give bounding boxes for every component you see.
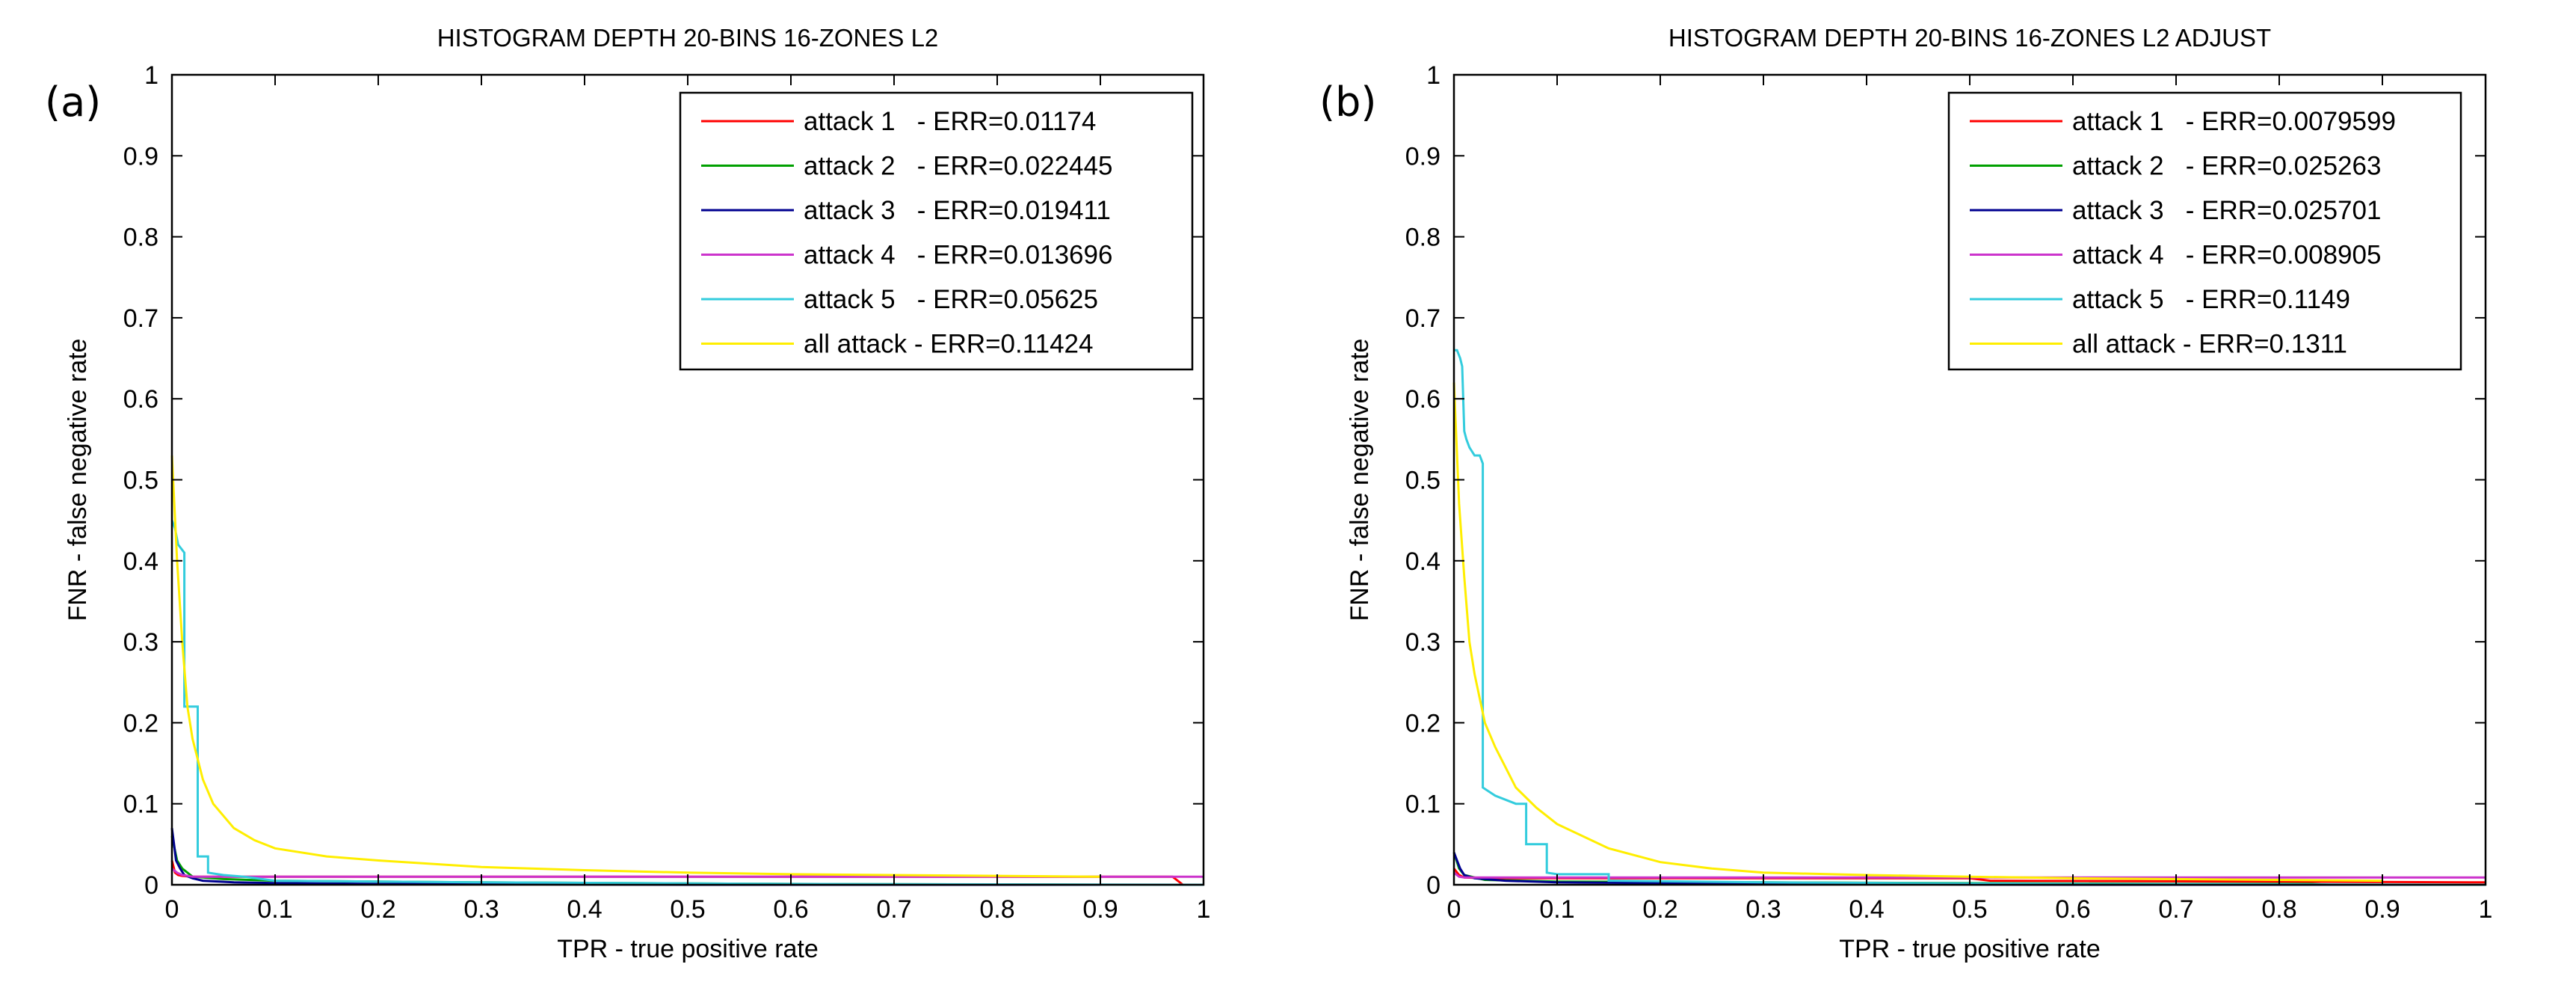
legend: attack 1 - ERR=0.01174 attack 2 - ERR=0.0… <box>679 91 1194 371</box>
x-axis-label: TPR - true positive rate <box>557 935 819 963</box>
x-tick-label: 0.9 <box>1082 895 1118 924</box>
y-tick-label: 1 <box>144 61 158 90</box>
chart-panel-1: (a)HISTOGRAM DEPTH 20-BINS 16-ZONES L20 0… <box>45 24 1210 963</box>
legend-label-5: attack 5 - ERR=0.1149 <box>2072 285 2350 314</box>
x-axis-label: TPR - true positive rate <box>1839 935 2101 963</box>
y-tick-label: 0.8 <box>1405 224 1440 252</box>
y-tick-label: 0.7 <box>1405 304 1440 333</box>
legend-label-1: attack 1 - ERR=0.0079599 <box>2072 107 2396 136</box>
y-tick-label: 0.9 <box>1405 142 1440 171</box>
y-tick-label: 0.9 <box>123 142 158 171</box>
y-tick-label: 0.3 <box>123 628 158 657</box>
chart-panel-2: (b) HISTOGRAM DEPTH 20-BINS 16-ZONES L2 A… <box>1319 24 2492 963</box>
y-tick-label: 0.1 <box>123 791 158 819</box>
y-tick-label: 0.5 <box>123 467 158 495</box>
x-tick-label: 1 <box>2479 895 2493 924</box>
y-tick-label: 0.2 <box>123 709 158 737</box>
panel-label: (b) <box>1319 79 1376 126</box>
legend-label-1: attack 1 - ERR=0.01174 <box>804 107 1096 136</box>
x-tick-label: 1 <box>1197 895 1211 924</box>
legend-box <box>1947 91 2462 371</box>
series-group <box>1452 349 2486 886</box>
legend: attack 1 - ERR=0.0079599 attack 2 - ERR=0… <box>1947 91 2462 371</box>
y-tick-label: 0.6 <box>123 385 158 414</box>
x-tick-label: 0 <box>165 895 179 924</box>
x-tick-label: 0.3 <box>1745 895 1781 924</box>
series-line-6 <box>1452 382 2383 883</box>
y-tick-label: 0.6 <box>1405 385 1440 414</box>
x-tick-label: 0.7 <box>2158 895 2193 924</box>
y-tick-label: 1 <box>1426 61 1440 90</box>
x-tick-label: 0.9 <box>2364 895 2400 924</box>
x-tick-label: 0.8 <box>2261 895 2296 924</box>
panel-label: (a) <box>45 79 101 126</box>
x-tick-label: 0 <box>1447 895 1461 924</box>
legend-label-2: attack 2 - ERR=0.022445 <box>804 152 1112 181</box>
x-tick-label: 0.6 <box>773 895 808 924</box>
y-tick-label: 0.8 <box>123 224 158 252</box>
chart-title: HISTOGRAM DEPTH 20-BINS 16-ZONES L2 <box>437 24 939 52</box>
y-tick-label: 0.1 <box>1405 791 1440 819</box>
y-tick-label: 0.3 <box>1405 628 1440 657</box>
x-tick-label: 0.2 <box>1642 895 1677 924</box>
x-tick-label: 0.4 <box>567 895 602 924</box>
y-tick-label: 0.5 <box>1405 467 1440 495</box>
chart-title: HISTOGRAM DEPTH 20-BINS 16-ZONES L2 ADJU… <box>1668 24 2271 52</box>
legend-label-6: all attack - ERR=0.1311 <box>2072 330 2347 359</box>
series-line-5 <box>1454 349 2486 886</box>
y-tick-label: 0 <box>1426 871 1440 900</box>
y-tick-label: 0.7 <box>123 304 158 333</box>
y-axis-label: FNR - false negative rate <box>64 339 92 622</box>
x-tick-label: 0.1 <box>257 895 292 924</box>
x-tick-label: 0.2 <box>360 895 395 924</box>
legend-label-3: attack 3 - ERR=0.019411 <box>804 196 1111 225</box>
y-axis-label: FNR - false negative rate <box>1346 339 1374 622</box>
series-group <box>170 455 1204 886</box>
x-tick-label: 0.3 <box>463 895 499 924</box>
series-line-5 <box>170 520 1204 886</box>
y-tick-label: 0.2 <box>1405 709 1440 737</box>
legend-label-6: all attack - ERR=0.11424 <box>804 330 1093 359</box>
x-tick-label: 0.1 <box>1539 895 1574 924</box>
legend-label-2: attack 2 - ERR=0.025263 <box>2072 152 2381 181</box>
legend-box <box>679 91 1194 371</box>
y-tick-label: 0 <box>144 871 158 900</box>
x-tick-label: 0.4 <box>1849 895 1884 924</box>
legend-label-3: attack 3 - ERR=0.025701 <box>2072 196 2381 225</box>
x-tick-label: 0.7 <box>876 895 911 924</box>
legend-label-4: attack 4 - ERR=0.013696 <box>804 241 1112 270</box>
y-tick-label: 0.4 <box>123 547 158 576</box>
x-tick-label: 0.5 <box>1952 895 1987 924</box>
x-tick-label: 0.5 <box>670 895 705 924</box>
y-tick-label: 0.4 <box>1405 547 1440 576</box>
series-line-6 <box>170 455 1101 878</box>
x-tick-label: 0.8 <box>979 895 1014 924</box>
x-tick-label: 0.6 <box>2055 895 2090 924</box>
legend-label-5: attack 5 - ERR=0.05625 <box>804 285 1098 314</box>
legend-label-4: attack 4 - ERR=0.008905 <box>2072 241 2381 270</box>
